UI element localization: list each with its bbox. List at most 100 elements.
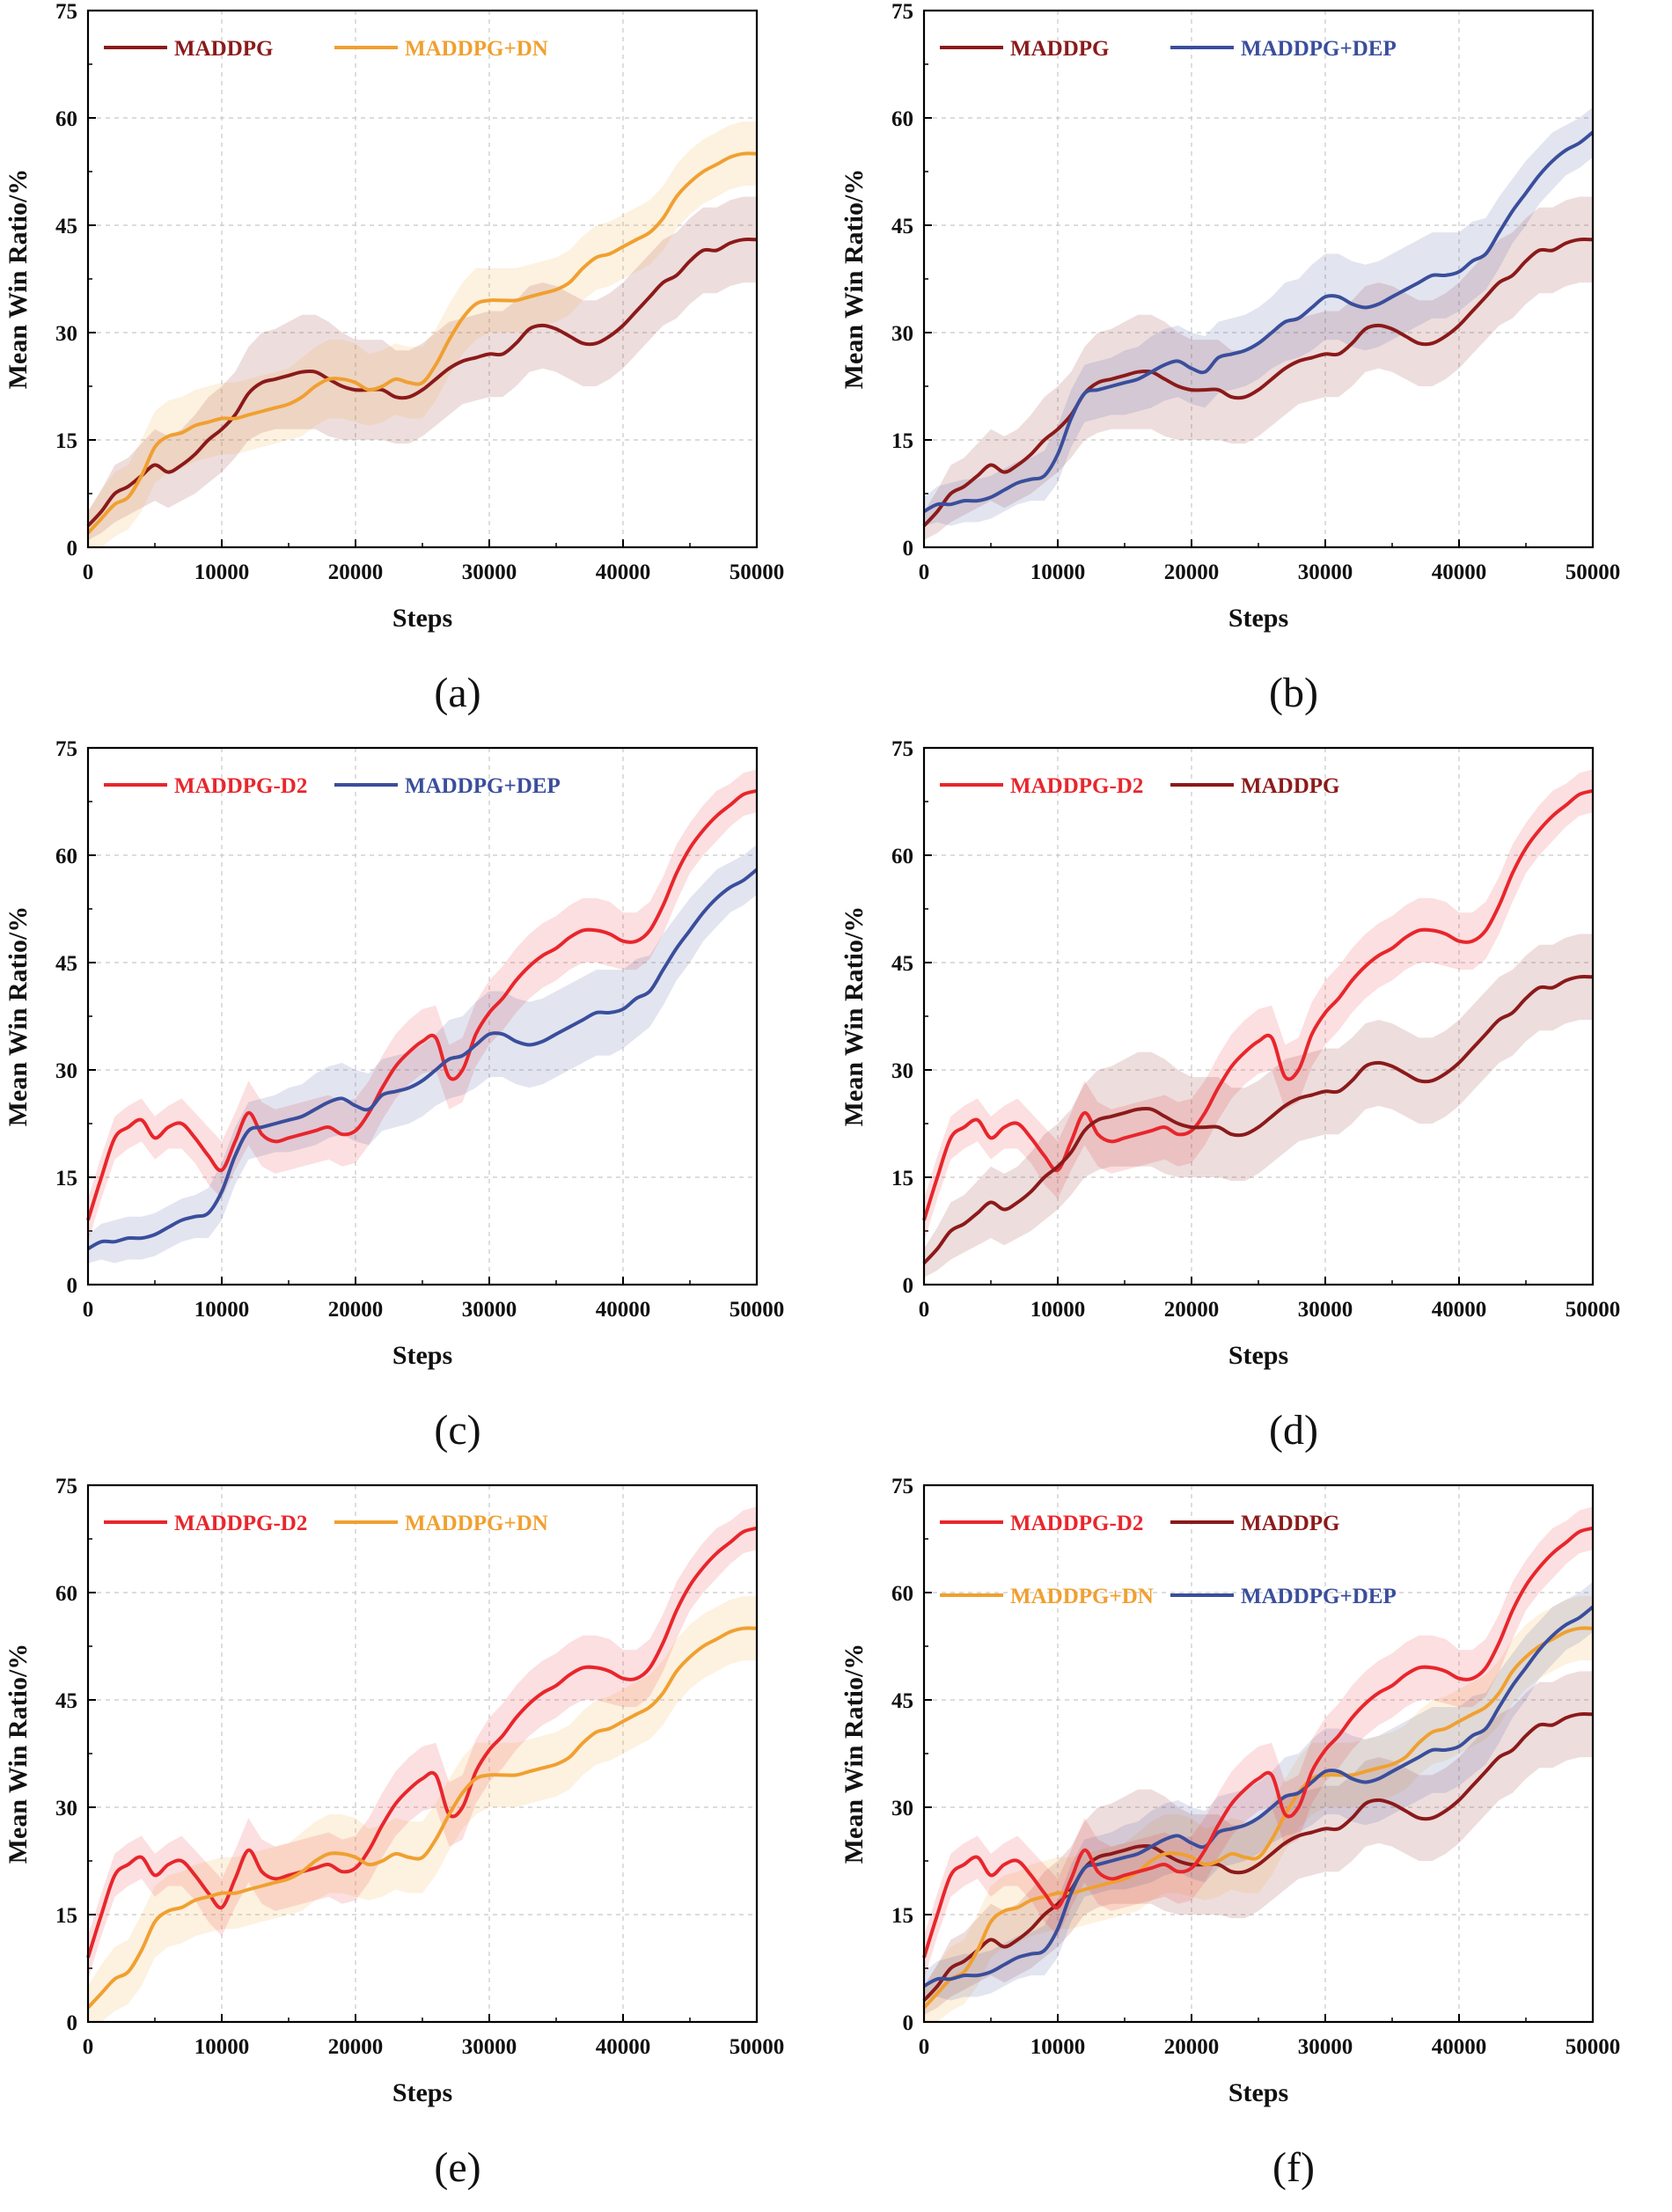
plot-border: [86, 9, 759, 549]
x-tick-label: 20000: [1164, 2035, 1220, 2059]
band-maddpg-plus-dn: [88, 1596, 757, 2022]
y-tick-label: 0: [903, 537, 914, 560]
x-tick-label: 50000: [730, 1298, 785, 1322]
x-tick-label: 30000: [462, 560, 517, 584]
plot-border: [86, 746, 759, 1286]
x-axis-label: Steps: [392, 604, 452, 633]
x-tick-label: 50000: [1566, 560, 1621, 584]
x-tick-label: 10000: [194, 560, 250, 584]
chart-d: 0 10000 20000 30000 40000 50000 0 15 30 45 60 75 Ste…: [840, 737, 1621, 1370]
y-tick-label: 45: [891, 1689, 913, 1713]
y-tick-label: 45: [55, 952, 77, 976]
line-maddpg: [922, 1711, 1594, 2002]
x-tick-label: 40000: [1432, 2035, 1487, 2059]
panel-f: 0 10000 20000 30000 40000 50000 0 15 30 45 60 75 Ste…: [836, 1475, 1672, 2212]
line-maddpg-d2: [922, 788, 1594, 1221]
y-axis-label: Mean Win Ratio/%: [4, 169, 33, 390]
y-tick-label: 15: [891, 1167, 913, 1190]
x-tick-label: 40000: [1432, 1298, 1487, 1322]
y-axis-label: Mean Win Ratio/%: [840, 1644, 869, 1864]
line-maddpg-plus-dn: [86, 151, 758, 535]
caption-b: (b): [1269, 670, 1318, 716]
panel-e: 0 10000 20000 30000 40000 50000 0 15 30 45 60 75 Ste…: [0, 1475, 836, 2212]
legend-label-maddpg: MADDPG: [1241, 1512, 1339, 1535]
y-tick-label: 15: [55, 1167, 77, 1190]
x-tick-label: 50000: [1566, 2035, 1621, 2059]
plot-border: [86, 1483, 759, 2024]
plot-frame: [923, 10, 1594, 548]
x-tick-label: 0: [83, 1298, 94, 1322]
band-maddpg: [924, 196, 1593, 540]
line-maddpg: [86, 237, 758, 527]
chart-c: 0 10000 20000 30000 40000 50000 0 15 30 45 60 75 Ste…: [4, 737, 785, 1370]
legend-label-maddpg-plus-dep: MADDPG+DEP: [1241, 37, 1397, 61]
y-tick-label: 15: [891, 429, 913, 453]
plot-frame: [87, 1484, 758, 2023]
legend-label-maddpg-d2: MADDPG-D2: [1010, 1512, 1143, 1535]
y-tick-label: 60: [55, 1582, 77, 1606]
x-axis-label: Steps: [392, 1341, 452, 1370]
y-tick-label: 0: [67, 2011, 78, 2035]
band-maddpg-plus-dep: [924, 1581, 1593, 2001]
panel-b: 0 10000 20000 30000 40000 50000 0 15 30 45 60 75 Ste…: [836, 0, 1672, 737]
x-tick-label: 50000: [730, 2035, 785, 2059]
line-maddpg-d2: [86, 788, 758, 1221]
x-tick-label: 0: [83, 2035, 94, 2059]
y-tick-label: 0: [67, 537, 78, 560]
x-tick-label: 20000: [1164, 560, 1220, 584]
caption-d: (d): [1269, 1407, 1318, 1454]
x-tick-label: 50000: [1566, 1298, 1621, 1322]
plot-frame: [923, 747, 1594, 1285]
x-tick-label: 30000: [1298, 1298, 1353, 1322]
y-tick-label: 30: [891, 1797, 913, 1820]
y-tick-label: 45: [55, 1689, 77, 1713]
line-maddpg: [922, 974, 1594, 1264]
y-tick-label: 60: [55, 107, 77, 131]
y-tick-label: 0: [903, 1274, 914, 1298]
y-axis-label: Mean Win Ratio/%: [840, 906, 869, 1127]
legend-label-maddpg-plus-dep: MADDPG+DEP: [405, 774, 561, 798]
x-tick-label: 30000: [1298, 2035, 1353, 2059]
y-axis-label: Mean Win Ratio/%: [4, 906, 33, 1127]
line-maddpg-plus-dep: [923, 130, 1595, 514]
y-tick-label: 45: [891, 215, 913, 238]
band-maddpg: [924, 934, 1593, 1278]
x-tick-label: 0: [919, 560, 930, 584]
x-tick-label: 0: [919, 1298, 930, 1322]
legend-label-maddpg-plus-dn: MADDPG+DN: [405, 37, 548, 61]
y-tick-label: 30: [891, 1059, 913, 1083]
x-axis-label: Steps: [1228, 604, 1288, 633]
line-maddpg: [922, 237, 1594, 527]
caption-f: (f): [1272, 2144, 1315, 2191]
plot-frame: [87, 10, 758, 548]
x-tick-label: 20000: [328, 2035, 384, 2059]
chart-a: 0 10000 20000 30000 40000 50000 0 15 30 45 60 75 Ste…: [4, 0, 784, 633]
y-tick-label: 30: [55, 322, 77, 346]
y-tick-label: 30: [55, 1797, 77, 1820]
y-tick-label: 30: [55, 1059, 77, 1083]
x-tick-label: 20000: [1164, 1298, 1220, 1322]
legend-label-maddpg-plus-dn: MADDPG+DN: [405, 1512, 548, 1535]
legend-label-maddpg-d2: MADDPG-D2: [174, 1512, 307, 1535]
line-maddpg-plus-dn: [86, 1626, 758, 2010]
panel-a: 0 10000 20000 30000 40000 50000 0 15 30 45 60 75 Ste…: [0, 0, 836, 737]
y-tick-label: 75: [55, 1475, 77, 1498]
line-maddpg-d2: [86, 1526, 758, 1959]
x-axis-label: Steps: [1228, 2078, 1288, 2107]
legend-label-maddpg-plus-dn: MADDPG+DN: [1010, 1585, 1154, 1608]
panel-d: 0 10000 20000 30000 40000 50000 0 15 30 45 60 75 Ste…: [836, 737, 1672, 1475]
y-tick-label: 0: [67, 1274, 78, 1298]
plot-frame: [923, 1484, 1594, 2023]
x-tick-label: 10000: [1030, 1298, 1086, 1322]
y-tick-label: 45: [55, 215, 77, 238]
band-maddpg-plus-dep: [88, 844, 757, 1263]
x-axis-label: Steps: [392, 2078, 452, 2107]
y-axis-label: Mean Win Ratio/%: [4, 1644, 33, 1864]
y-tick-label: 60: [55, 845, 77, 868]
legend-label-maddpg: MADDPG: [174, 37, 273, 61]
y-tick-label: 15: [55, 1904, 77, 1928]
legend-label-maddpg-d2: MADDPG-D2: [1010, 774, 1143, 798]
legend-label-maddpg: MADDPG: [1010, 37, 1109, 61]
x-tick-label: 30000: [462, 2035, 517, 2059]
y-tick-label: 15: [891, 1904, 913, 1928]
